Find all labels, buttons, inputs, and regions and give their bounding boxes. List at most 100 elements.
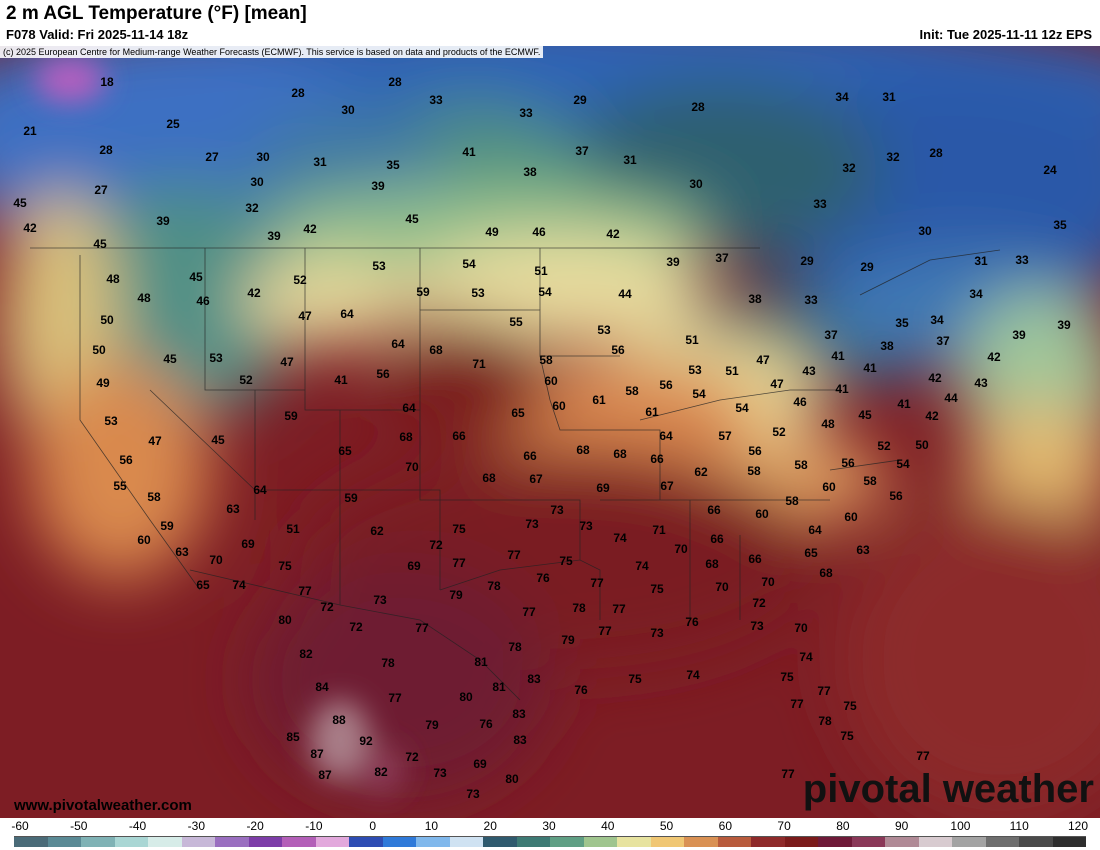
- temperature-value: 82: [299, 647, 313, 661]
- colorbar-segment: [148, 837, 182, 847]
- temperature-value: 59: [160, 519, 174, 533]
- temperature-value: 87: [318, 768, 332, 782]
- temperature-value: 55: [113, 479, 127, 493]
- temperature-value: 49: [485, 225, 499, 239]
- temperature-value: 24: [1043, 163, 1057, 177]
- temperature-value: 41: [831, 349, 845, 363]
- temperature-value: 25: [166, 117, 180, 131]
- temperature-value: 70: [209, 553, 223, 567]
- temperature-value: 79: [449, 588, 463, 602]
- scale-tick-label: 80: [836, 819, 850, 833]
- temperature-value: 73: [579, 519, 593, 533]
- temperature-value: 48: [137, 291, 151, 305]
- temperature-value: 60: [844, 510, 858, 524]
- temperature-value: 75: [843, 699, 857, 713]
- temperature-value: 42: [987, 350, 1001, 364]
- temperature-value: 51: [725, 364, 739, 378]
- brand-logo: pivotal weather: [802, 767, 1094, 811]
- temperature-value: 39: [371, 179, 385, 193]
- colorbar-segment: [550, 837, 584, 847]
- temperature-value: 50: [92, 343, 106, 357]
- temperature-value: 57: [718, 429, 732, 443]
- temperature-value: 63: [856, 543, 870, 557]
- temperature-field: [0, 46, 1100, 818]
- temperature-value: 75: [780, 670, 794, 684]
- temperature-value: 56: [376, 367, 390, 381]
- temperature-value: 28: [99, 143, 113, 157]
- temperature-value: 75: [840, 729, 854, 743]
- temperature-value: 41: [334, 373, 348, 387]
- temperature-value: 60: [755, 507, 769, 521]
- temperature-value: 77: [817, 684, 831, 698]
- temperature-value: 32: [245, 201, 259, 215]
- temperature-value: 30: [250, 175, 264, 189]
- website-url[interactable]: www.pivotalweather.com: [14, 797, 192, 814]
- temperature-value: 31: [882, 90, 896, 104]
- temperature-value: 70: [761, 575, 775, 589]
- temperature-value: 61: [645, 405, 659, 419]
- temperature-value: 46: [532, 225, 546, 239]
- colorbar-segment: [851, 837, 885, 847]
- temperature-value: 77: [590, 576, 604, 590]
- temperature-value: 66: [650, 452, 664, 466]
- colorbar-segment: [952, 837, 986, 847]
- temperature-value: 67: [529, 472, 543, 486]
- temperature-value: 60: [552, 399, 566, 413]
- temperature-value: 76: [685, 615, 699, 629]
- temperature-value: 51: [286, 522, 300, 536]
- temperature-value: 59: [284, 409, 298, 423]
- temperature-value: 78: [487, 579, 501, 593]
- temperature-value: 53: [104, 414, 118, 428]
- temperature-value: 45: [405, 212, 419, 226]
- temperature-value: 35: [1053, 218, 1067, 232]
- temperature-value: 42: [925, 409, 939, 423]
- temperature-value: 46: [196, 294, 210, 308]
- temperature-value: 39: [1012, 328, 1026, 342]
- temperature-value: 68: [429, 343, 443, 357]
- scale-tick-label: 0: [369, 819, 376, 833]
- temperature-value: 34: [835, 90, 849, 104]
- temperature-value: 52: [772, 425, 786, 439]
- colorbar-segment: [449, 837, 483, 847]
- copyright-credit: (c) 2025 European Centre for Medium-rang…: [0, 46, 544, 58]
- temperature-value: 63: [175, 545, 189, 559]
- scale-tick-label: 30: [542, 819, 556, 833]
- temperature-value: 72: [349, 620, 363, 634]
- temperature-value: 75: [278, 559, 292, 573]
- temperature-value: 34: [969, 287, 983, 301]
- temperature-value: 58: [794, 458, 808, 472]
- temperature-value: 82: [374, 765, 388, 779]
- temperature-value: 38: [880, 339, 894, 353]
- temperature-value: 38: [748, 292, 762, 306]
- temperature-value: 52: [293, 273, 307, 287]
- scale-tick-label: 40: [601, 819, 615, 833]
- temperature-value: 42: [928, 371, 942, 385]
- temperature-value: 72: [429, 538, 443, 552]
- temperature-value: 58: [147, 490, 161, 504]
- temperature-value: 83: [527, 672, 541, 686]
- temperature-value: 73: [373, 593, 387, 607]
- temperature-value: 78: [508, 640, 522, 654]
- temperature-value: 53: [209, 351, 223, 365]
- temperature-value: 85: [286, 730, 300, 744]
- temperature-value: 39: [1057, 318, 1071, 332]
- temperature-value: 76: [536, 571, 550, 585]
- temperature-value: 48: [106, 272, 120, 286]
- temperature-value: 64: [659, 429, 673, 443]
- colorbar-segment: [818, 837, 852, 847]
- temperature-value: 50: [100, 313, 114, 327]
- temperature-value: 31: [974, 254, 988, 268]
- temperature-value: 58: [539, 353, 553, 367]
- temperature-value: 42: [247, 286, 261, 300]
- temperature-value: 67: [660, 479, 674, 493]
- temperature-value: 79: [561, 633, 575, 647]
- temperature-value: 54: [462, 257, 476, 271]
- temperature-value: 66: [707, 503, 721, 517]
- temperature-map[interactable]: (c) 2025 European Centre for Medium-rang…: [0, 46, 1100, 818]
- temperature-value: 41: [863, 361, 877, 375]
- temperature-value: 70: [405, 460, 419, 474]
- temperature-value: 29: [860, 260, 874, 274]
- scale-tick-label: 100: [950, 819, 971, 833]
- colorbar-segment: [583, 837, 617, 847]
- temperature-value: 31: [623, 153, 637, 167]
